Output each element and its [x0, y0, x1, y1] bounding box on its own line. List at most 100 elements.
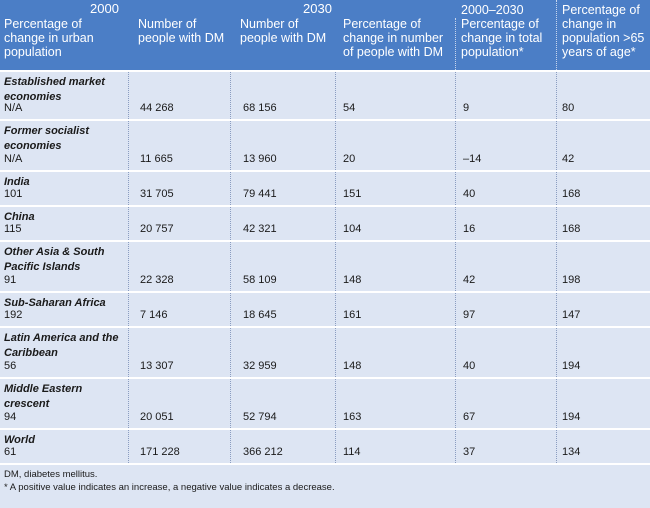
region-name: Established market economies — [4, 76, 105, 103]
cell-dm2000: 7 146 — [140, 309, 168, 321]
cell-pop-change: 9 — [463, 102, 470, 114]
table-row: China 115 20 757 42 321 104 16 168 — [0, 205, 650, 240]
cell-dm2000: 13 307 — [140, 360, 174, 372]
cell-pop-change: 67 — [463, 411, 476, 423]
cell-dm2000: 20 757 — [140, 223, 174, 235]
column-divider — [455, 293, 456, 326]
cell-pop-change: 40 — [463, 188, 476, 200]
cell-dm-change: 151 — [343, 188, 362, 200]
cell-old-change: 134 — [562, 446, 581, 458]
cell-dm2030: 13 960 — [243, 153, 277, 165]
column-divider — [556, 430, 557, 463]
year-2030-label: 2030 — [303, 1, 332, 16]
cell-urban: 115 — [4, 223, 22, 235]
footnote-sign: * A positive value indicates an increase… — [4, 482, 335, 493]
column-divider — [128, 172, 129, 205]
column-divider — [335, 121, 336, 170]
column-divider — [335, 72, 336, 119]
column-divider — [556, 72, 557, 119]
column-divider — [455, 207, 456, 240]
cell-dm2000: 22 328 — [140, 274, 174, 286]
column-divider — [230, 207, 231, 240]
cell-dm2000: 11 665 — [140, 153, 173, 165]
table-row: Established market economies N/A 44 268 68 … — [0, 70, 650, 119]
cell-dm-change: 148 — [343, 274, 362, 286]
column-divider — [556, 172, 557, 205]
cell-pop-change: –14 — [463, 153, 482, 165]
column-divider — [455, 18, 456, 70]
header-dm-2000: Number of people with DM — [138, 17, 225, 45]
region-name: Middle Eastern crescent — [4, 383, 83, 410]
column-divider — [335, 379, 336, 428]
column-divider — [455, 72, 456, 119]
cell-dm-change: 161 — [343, 309, 362, 321]
column-divider — [335, 172, 336, 205]
cell-dm2030: 52 794 — [243, 411, 277, 423]
cell-dm-change: 163 — [343, 411, 362, 423]
cell-pop-change: 40 — [463, 360, 476, 372]
cell-dm2030: 366 212 — [243, 446, 283, 458]
column-divider — [128, 72, 129, 119]
column-divider — [335, 242, 336, 291]
column-divider — [128, 207, 129, 240]
cell-urban: N/A — [4, 102, 23, 114]
cell-dm2000: 44 268 — [140, 102, 174, 114]
column-divider — [556, 293, 557, 326]
column-divider — [455, 328, 456, 377]
column-divider — [455, 242, 456, 291]
table-row: India 101 31 705 79 441 151 40 168 — [0, 170, 650, 205]
region-name: World — [4, 434, 35, 446]
cell-pop-change: 97 — [463, 309, 476, 321]
column-divider — [556, 0, 557, 70]
column-divider — [230, 430, 231, 463]
column-divider — [455, 121, 456, 170]
column-divider — [230, 242, 231, 291]
column-divider — [335, 207, 336, 240]
cell-urban: 192 — [4, 309, 23, 321]
column-divider — [230, 293, 231, 326]
column-divider — [556, 379, 557, 428]
cell-dm2030: 58 109 — [243, 274, 277, 286]
column-divider — [230, 172, 231, 205]
column-divider — [128, 379, 129, 428]
cell-dm-change: 104 — [343, 223, 362, 235]
cell-urban: N/A — [4, 153, 23, 165]
column-divider — [455, 172, 456, 205]
cell-dm2030: 68 156 — [243, 102, 277, 114]
region-name: China — [4, 211, 35, 223]
cell-dm2030: 42 321 — [243, 223, 277, 235]
column-divider — [128, 430, 129, 463]
cell-urban: 94 — [4, 411, 17, 423]
cell-dm2000: 171 228 — [140, 446, 180, 458]
cell-urban: 101 — [4, 188, 23, 200]
table-row: Other Asia & South Pacific Islands 91 22 3… — [0, 240, 650, 291]
header-dm-2030: Number of people with DM — [240, 17, 327, 45]
cell-dm-change: 148 — [343, 360, 362, 372]
cell-pop-change: 16 — [463, 223, 476, 235]
column-divider — [128, 242, 129, 291]
table-row: World 61 171 228 366 212 114 37 134 — [0, 428, 650, 463]
column-divider — [128, 121, 129, 170]
column-divider — [556, 121, 557, 170]
cell-urban: 61 — [4, 446, 17, 458]
table-row: Former socialist economies N/A 11 665 13 96… — [0, 119, 650, 170]
cell-old-change: 168 — [562, 188, 581, 200]
table-row: Latin America and the Caribbean 56 13 307 3… — [0, 326, 650, 377]
cell-old-change: 42 — [562, 153, 575, 165]
cell-pop-change: 42 — [463, 274, 476, 286]
cell-dm2030: 32 959 — [243, 360, 277, 372]
region-name: Other Asia & South Pacific Islands — [4, 246, 105, 273]
cell-old-change: 194 — [562, 360, 581, 372]
header-pop-change: 2000–2030 Percentage of change in total … — [461, 3, 553, 59]
cell-urban: 91 — [4, 274, 17, 286]
cell-old-change: 80 — [562, 102, 575, 114]
cell-old-change: 194 — [562, 411, 581, 423]
column-divider — [556, 242, 557, 291]
region-name: Former socialist economies — [4, 125, 89, 152]
cell-pop-change: 37 — [463, 446, 476, 458]
column-divider — [128, 328, 129, 377]
column-divider — [230, 379, 231, 428]
region-name: Sub-Saharan Africa — [4, 297, 106, 309]
region-name: India — [4, 176, 30, 188]
cell-dm2030: 79 441 — [243, 188, 277, 200]
